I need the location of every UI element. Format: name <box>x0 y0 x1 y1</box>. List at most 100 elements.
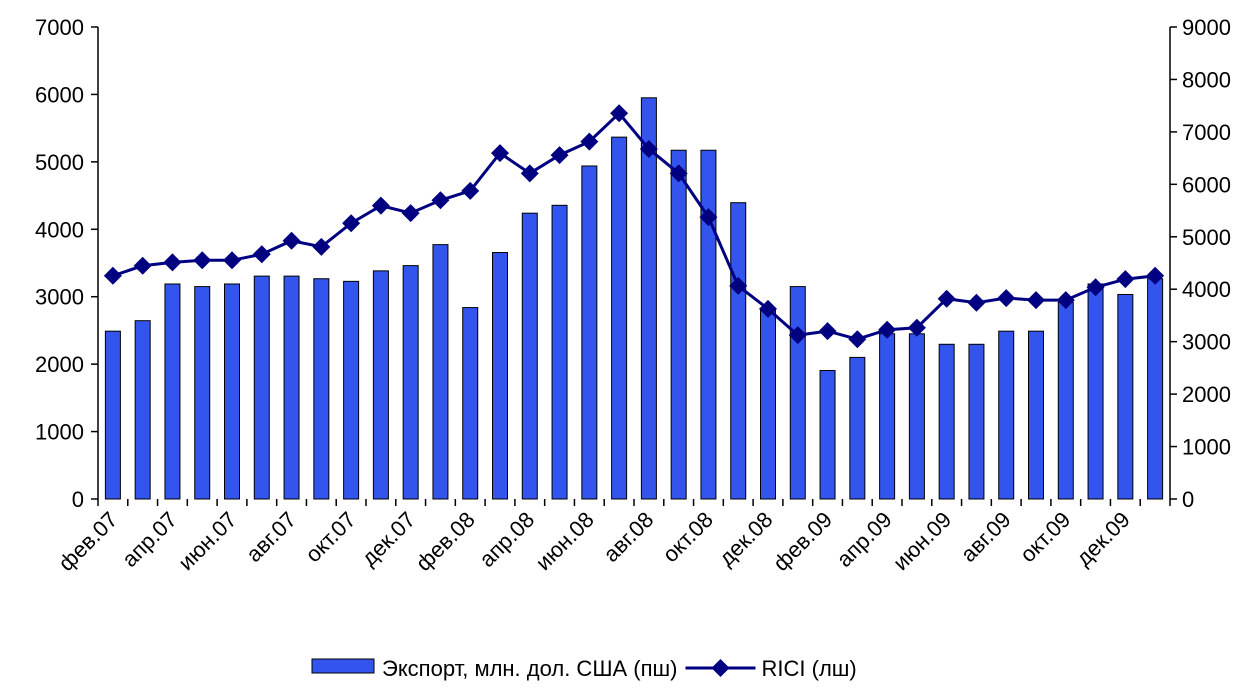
marker <box>848 330 867 349</box>
marker <box>312 237 331 256</box>
bar <box>1117 293 1134 500</box>
marker <box>967 293 986 312</box>
marker <box>580 132 599 151</box>
marker <box>520 164 539 183</box>
y2-tick-label: 4000 <box>1182 277 1231 302</box>
bar <box>581 165 598 500</box>
bar <box>1057 301 1074 500</box>
y-tick-label: 4000 <box>35 217 84 242</box>
marker <box>997 289 1016 308</box>
y-tick-label: 6000 <box>35 82 84 107</box>
marker <box>729 276 748 295</box>
bar <box>1087 283 1104 500</box>
marker <box>133 256 152 275</box>
y2-tick-label: 8000 <box>1182 67 1231 92</box>
y-tick-label: 7000 <box>35 15 84 40</box>
bar <box>492 252 508 500</box>
x-tick-label: авг.08 <box>598 507 658 567</box>
x-tick-label: фев.07 <box>53 507 122 576</box>
x-tick-label: апр.08 <box>474 507 539 572</box>
y-tick-label: 5000 <box>35 150 84 175</box>
x-tick-label: окт.09 <box>1015 507 1075 567</box>
bar <box>253 275 270 500</box>
y2-tick-label: 0 <box>1182 487 1194 512</box>
marker <box>699 208 718 227</box>
legend-swatch <box>311 658 375 674</box>
marker <box>669 164 688 183</box>
marker <box>431 191 450 210</box>
x-tick-label: апр.09 <box>832 507 897 572</box>
y-tick-label: 2000 <box>35 352 84 377</box>
bar <box>700 149 717 500</box>
bar <box>313 278 330 500</box>
bar <box>1028 330 1044 500</box>
x-tick-label: окт.07 <box>300 507 360 567</box>
y2-tick-label: 7000 <box>1182 120 1231 145</box>
marker <box>550 146 569 165</box>
x-tick-label: апр.07 <box>117 507 182 572</box>
bar <box>670 149 687 500</box>
bar <box>968 343 985 500</box>
y2-tick-label: 9000 <box>1182 15 1231 40</box>
y-tick-label: 3000 <box>35 285 84 310</box>
x-tick-label: июн.08 <box>531 507 599 575</box>
marker <box>223 251 241 270</box>
marker <box>788 326 807 345</box>
marker <box>1146 266 1165 285</box>
legend-marker <box>711 659 730 677</box>
bar <box>402 265 419 500</box>
marker <box>907 318 926 337</box>
marker <box>1056 291 1075 310</box>
marker <box>282 231 301 250</box>
bar <box>372 270 389 500</box>
y2-tick-label: 6000 <box>1182 172 1231 197</box>
x-tick-label: дек.09 <box>1071 507 1135 571</box>
x-tick-label: июн.07 <box>173 507 241 575</box>
x-tick-label: авг.07 <box>241 507 301 567</box>
bar <box>908 333 925 500</box>
marker <box>1027 291 1045 310</box>
bar <box>283 275 300 500</box>
y2-tick-label: 1000 <box>1182 435 1231 460</box>
bar <box>789 286 806 500</box>
marker <box>1116 270 1135 289</box>
bar <box>134 320 151 500</box>
bar <box>521 212 538 500</box>
bar <box>819 370 836 500</box>
bar <box>343 280 360 500</box>
y2-tick-label: 5000 <box>1182 225 1231 250</box>
bar <box>730 202 747 500</box>
marker <box>193 251 212 270</box>
bar <box>432 244 449 500</box>
marker <box>610 104 629 123</box>
bar <box>640 97 657 500</box>
bar <box>998 330 1015 500</box>
marker <box>252 245 271 264</box>
bar <box>462 307 479 500</box>
x-tick-label: дек.08 <box>714 507 778 571</box>
marker <box>878 320 897 339</box>
legend-label: RICI (лш) <box>762 656 857 681</box>
legend-label: Экспорт, млн. дол. США (пш) <box>382 656 678 681</box>
marker <box>937 289 956 308</box>
marker <box>103 266 122 285</box>
marker <box>371 196 390 215</box>
marker <box>401 204 420 223</box>
bar <box>879 333 896 500</box>
bar <box>194 286 211 500</box>
bar <box>104 330 121 500</box>
y-tick-label: 1000 <box>35 420 84 445</box>
marker <box>461 181 480 200</box>
bar <box>849 356 866 500</box>
x-tick-label: июн.09 <box>888 507 956 575</box>
marker <box>818 322 837 341</box>
y-tick-label: 0 <box>72 487 84 512</box>
marker <box>163 253 182 272</box>
marker <box>639 140 658 159</box>
x-tick-label: авг.09 <box>956 507 1016 567</box>
marker <box>491 144 509 163</box>
marker <box>759 299 777 318</box>
x-tick-label: фев.09 <box>768 507 837 576</box>
bar <box>611 136 628 500</box>
